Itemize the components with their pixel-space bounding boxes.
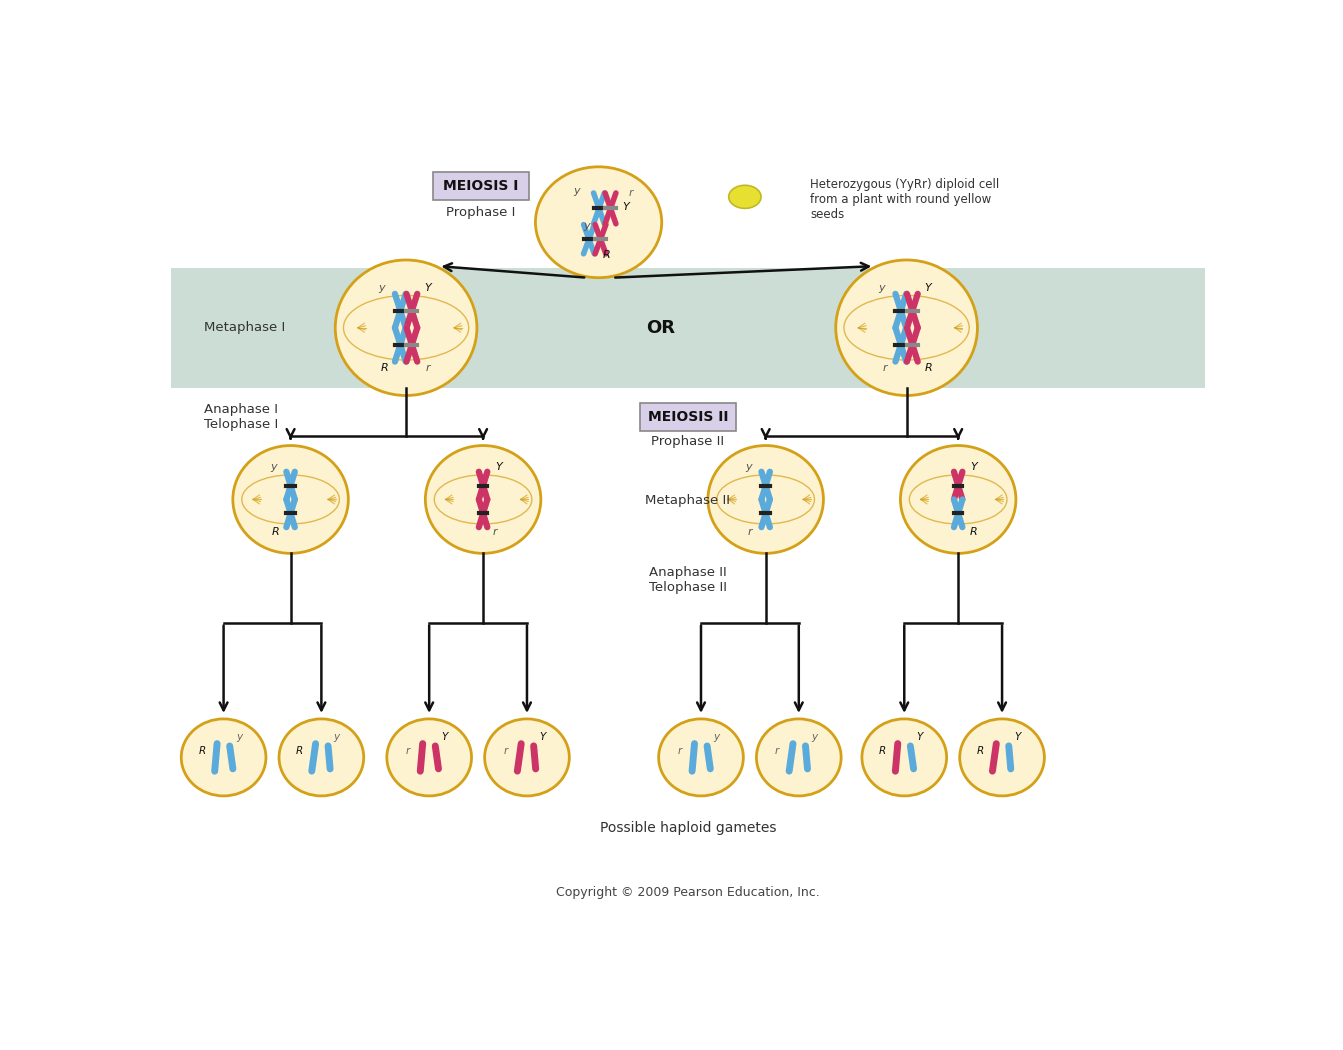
Text: r: r: [493, 527, 498, 537]
Text: Prophase II: Prophase II: [651, 435, 724, 448]
Text: y: y: [713, 733, 720, 742]
Text: r: r: [426, 363, 430, 373]
Text: r: r: [677, 747, 681, 756]
Ellipse shape: [279, 719, 364, 796]
FancyBboxPatch shape: [641, 403, 736, 430]
Ellipse shape: [900, 445, 1015, 553]
Text: R: R: [297, 747, 304, 756]
Ellipse shape: [960, 719, 1045, 796]
Text: Y: Y: [622, 202, 629, 212]
Ellipse shape: [835, 260, 978, 396]
Text: Y: Y: [496, 462, 502, 472]
Text: R: R: [924, 363, 932, 373]
Text: r: r: [882, 363, 888, 373]
Text: y: y: [583, 222, 590, 231]
Text: Y: Y: [925, 282, 932, 293]
Text: y: y: [333, 733, 340, 742]
Text: R: R: [199, 747, 205, 756]
Ellipse shape: [658, 719, 743, 796]
Text: Y: Y: [424, 282, 431, 293]
Ellipse shape: [536, 167, 662, 277]
Text: Metaphase I: Metaphase I: [204, 321, 285, 334]
Text: r: r: [504, 747, 508, 756]
Text: r: r: [629, 188, 634, 198]
Text: Metaphase II: Metaphase II: [646, 495, 731, 507]
Ellipse shape: [756, 719, 841, 796]
Ellipse shape: [336, 260, 477, 396]
Text: R: R: [603, 250, 610, 259]
FancyBboxPatch shape: [432, 172, 529, 200]
Text: OR: OR: [646, 319, 674, 337]
Text: Anaphase II
Telophase II: Anaphase II Telophase II: [649, 566, 727, 594]
Text: MEIOSIS II: MEIOSIS II: [647, 411, 728, 424]
Ellipse shape: [387, 719, 471, 796]
Text: MEIOSIS I: MEIOSIS I: [443, 180, 518, 193]
Text: y: y: [745, 462, 752, 472]
Text: Anaphase I
Telophase I: Anaphase I Telophase I: [204, 403, 278, 432]
Text: y: y: [811, 733, 818, 742]
Text: Y: Y: [916, 733, 923, 742]
Text: Y: Y: [442, 733, 447, 742]
Text: R: R: [380, 363, 388, 373]
Ellipse shape: [862, 719, 947, 796]
Text: r: r: [748, 527, 752, 537]
Ellipse shape: [426, 445, 541, 553]
Text: y: y: [878, 282, 885, 293]
Ellipse shape: [729, 185, 761, 208]
Ellipse shape: [232, 445, 348, 553]
Text: Y: Y: [1014, 733, 1021, 742]
Text: Copyright © 2009 Pearson Education, Inc.: Copyright © 2009 Pearson Education, Inc.: [556, 885, 819, 899]
Text: r: r: [406, 747, 410, 756]
Text: Prophase I: Prophase I: [446, 206, 516, 218]
Text: Possible haploid gametes: Possible haploid gametes: [600, 821, 776, 835]
Text: y: y: [236, 733, 242, 742]
Ellipse shape: [181, 719, 266, 796]
Text: R: R: [271, 527, 279, 537]
Text: Y: Y: [539, 733, 545, 742]
Ellipse shape: [708, 445, 823, 553]
Text: y: y: [573, 187, 580, 196]
Text: R: R: [976, 747, 984, 756]
FancyBboxPatch shape: [172, 269, 1206, 387]
Text: Heterozygous (YyRr) diploid cell
from a plant with round yellow
seeds: Heterozygous (YyRr) diploid cell from a …: [810, 177, 999, 220]
Text: y: y: [379, 282, 384, 293]
Text: R: R: [880, 747, 886, 756]
Text: Y: Y: [970, 462, 976, 472]
Text: y: y: [270, 462, 277, 472]
Text: r: r: [775, 747, 779, 756]
Ellipse shape: [485, 719, 569, 796]
Text: R: R: [970, 527, 978, 537]
